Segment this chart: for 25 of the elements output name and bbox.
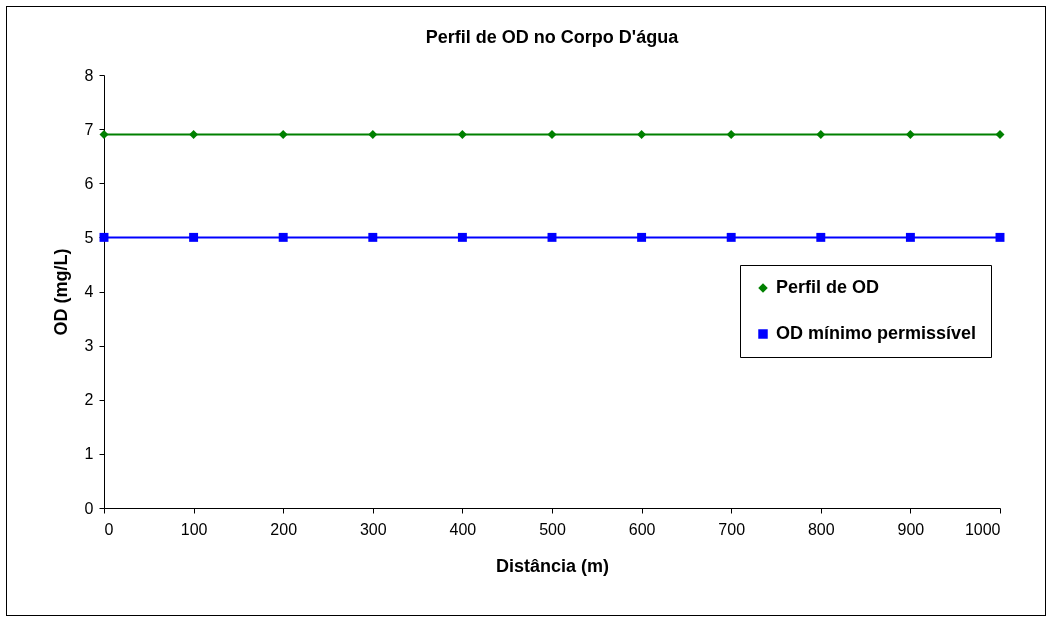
y-tick-label: 4	[84, 283, 94, 300]
y-tick-label: 5	[84, 228, 94, 246]
x-tick-label: 0	[104, 520, 114, 538]
y-tick-label: 6	[84, 174, 94, 192]
x-tick-label: 200	[270, 520, 298, 538]
x-tick-label: 800	[807, 520, 835, 538]
x-tick-label: 900	[897, 520, 925, 538]
y-axis-title: OD (mg/L)	[50, 248, 71, 336]
x-tick-label: 400	[449, 520, 477, 538]
x-tick-label: 500	[539, 520, 566, 538]
x-axis-title: Distância (m)	[495, 555, 610, 576]
y-tick-label: 3	[84, 337, 94, 355]
y-tick-label: 7	[84, 120, 94, 138]
y-tick-label: 8	[84, 66, 94, 84]
legend-label: OD mínimo permissível	[776, 323, 977, 343]
y-tick-label: 0	[84, 499, 94, 517]
y-tick-label: 2	[84, 391, 94, 409]
chart-title: Perfil de OD no Corpo D'água	[425, 27, 680, 47]
legend-label: Perfil de OD	[776, 277, 880, 297]
x-tick-label: 1000	[964, 520, 1001, 538]
x-tick-label: 100	[180, 520, 208, 538]
x-tick-label: 600	[628, 520, 656, 538]
y-tick-label: 1	[84, 445, 94, 463]
x-tick-label: 700	[718, 520, 746, 538]
x-tick-label: 300	[359, 520, 387, 538]
